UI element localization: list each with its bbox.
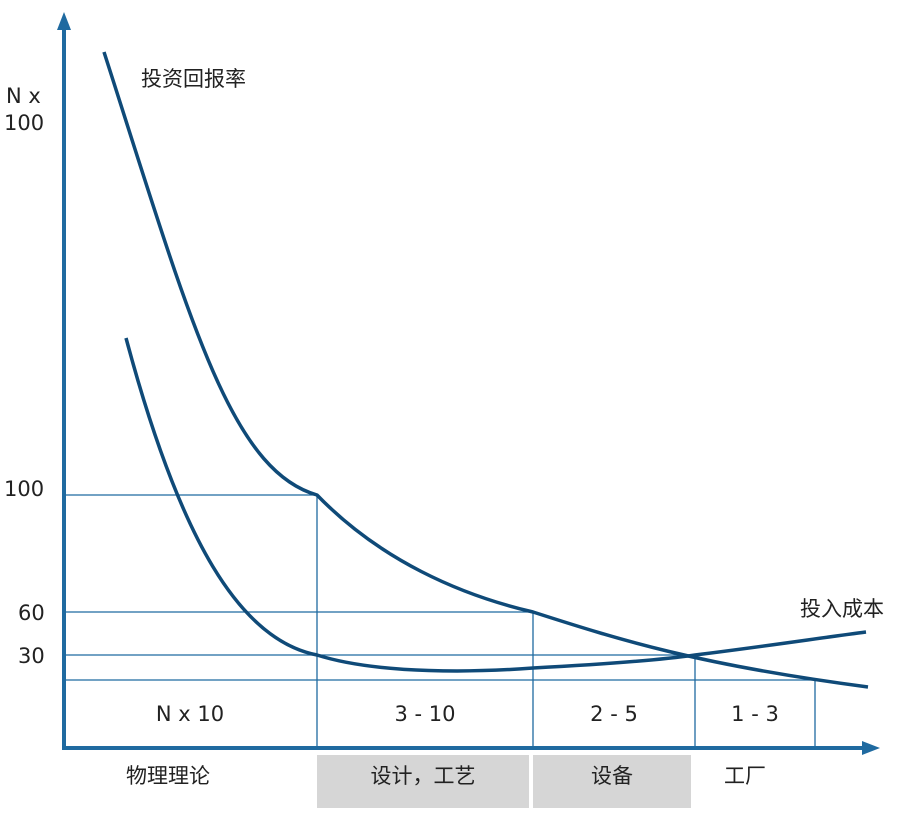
y-label-60: 60 — [18, 601, 45, 625]
grid-lines — [64, 494, 816, 748]
axes — [62, 26, 866, 750]
x-axis-arrow — [862, 741, 880, 755]
y-label-100: 100 — [4, 477, 44, 501]
y-axis-arrow — [57, 12, 71, 30]
cost-curve — [124, 337, 867, 673]
phase-label-design: 设计，工艺 — [371, 764, 476, 788]
cost-curve-label: 投入成本 — [800, 597, 884, 621]
y-label-top-line2: 100 — [4, 111, 44, 135]
return-curve-label: 投资回报率 — [141, 67, 246, 91]
phase-label-theory: 物理理论 — [126, 764, 210, 788]
cell-label-factory: 1 - 3 — [731, 702, 779, 726]
y-label-top-line1: N x — [6, 84, 41, 108]
phase-box-equipment — [533, 755, 691, 808]
cell-label-equipment: 2 - 5 — [590, 702, 638, 726]
return-curve — [102, 51, 869, 689]
phase-label-factory: 工厂 — [724, 764, 766, 788]
y-label-30: 30 — [18, 644, 45, 668]
phase-box-design — [317, 755, 529, 808]
phase-label-equipment: 设备 — [591, 764, 633, 788]
cell-label-design: 3 - 10 — [394, 702, 455, 726]
cell-label-theory: N x 10 — [156, 702, 224, 726]
